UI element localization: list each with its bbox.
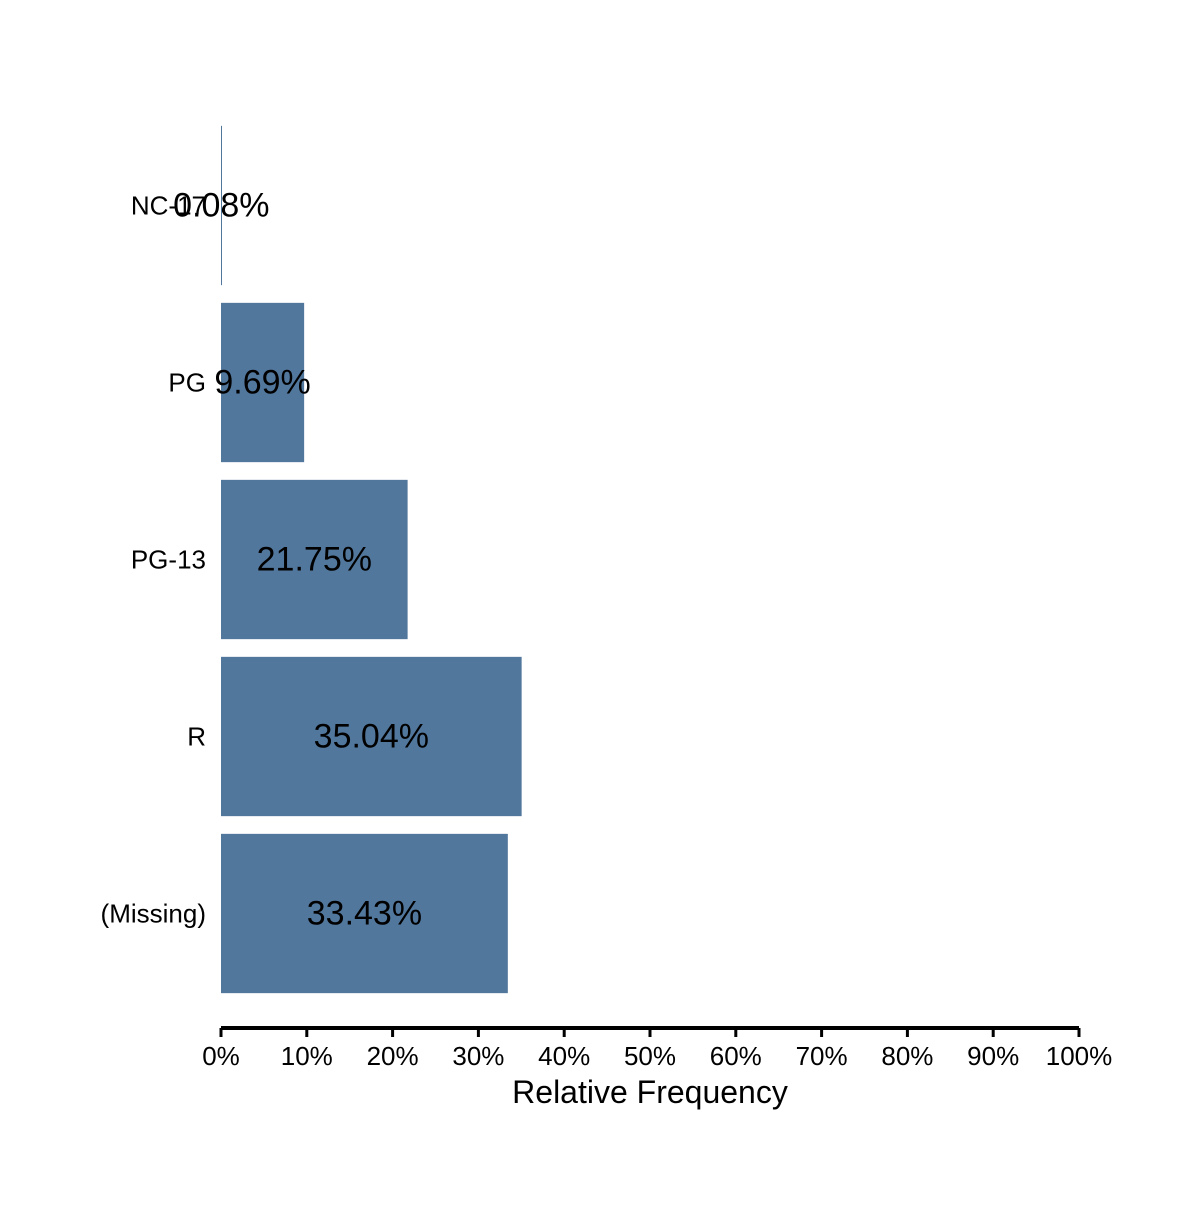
x-tick-label: 90%	[967, 1041, 1019, 1071]
bar-nc-17	[221, 125, 222, 286]
category-labels: NC-17 PG PG-13 R (Missing)	[101, 191, 206, 929]
data-label-pg-13: 21.75%	[257, 541, 372, 579]
category-label-pg-13: PG-13	[131, 545, 206, 575]
x-tick-label: 70%	[796, 1041, 848, 1071]
bar-pg-13	[221, 479, 408, 640]
category-label-missing: (Missing)	[101, 899, 206, 929]
data-labels: 0.08% 9.69% 21.75% 35.04% 33.43%	[173, 187, 429, 933]
bars-layer	[221, 125, 522, 994]
category-label-nc-17: NC-17	[131, 191, 206, 221]
bar-r	[221, 656, 522, 817]
x-axis: 0% 10% 20% 30% 40% 50% 60% 70% 80% 90% 100%	[202, 1026, 1113, 1071]
data-label-nc-17: 0.08%	[173, 187, 269, 225]
x-axis-title: Relative Frequency	[512, 1074, 788, 1110]
bar-pg	[221, 302, 305, 463]
x-tick-label: 50%	[624, 1041, 676, 1071]
x-tick-label: 10%	[281, 1041, 333, 1071]
x-tick-label: 0%	[202, 1041, 240, 1071]
data-label-r: 35.04%	[314, 718, 429, 756]
category-label-pg: PG	[168, 368, 206, 398]
x-tick-label: 60%	[710, 1041, 762, 1071]
x-tick-label: 30%	[452, 1041, 504, 1071]
x-tick-label: 100%	[1046, 1041, 1113, 1071]
x-tick-label: 20%	[367, 1041, 419, 1071]
bar-missing	[221, 833, 508, 994]
x-tick-label: 80%	[881, 1041, 933, 1071]
data-label-pg: 9.69%	[214, 364, 310, 402]
category-label-r: R	[187, 722, 206, 752]
data-label-missing: 33.43%	[307, 895, 422, 933]
x-tick-label: 40%	[538, 1041, 590, 1071]
